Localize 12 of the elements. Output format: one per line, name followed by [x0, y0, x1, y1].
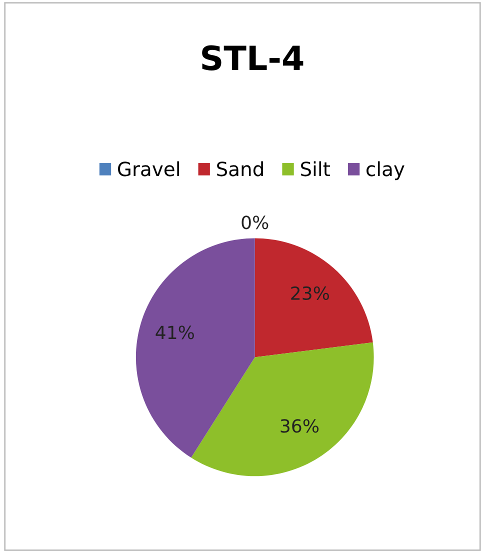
pie-slice — [136, 238, 255, 458]
data-label: 36% — [280, 419, 319, 433]
legend-label: Gravel — [118, 161, 179, 176]
legend-label: Silt — [300, 161, 330, 176]
legend-label: clay — [366, 161, 404, 180]
data-label: 41% — [156, 326, 194, 340]
data-label: 23% — [291, 286, 329, 300]
pie-slice — [191, 342, 374, 476]
pie-slice — [254, 238, 373, 358]
legend-label: Sand — [217, 161, 263, 176]
text: 0% — [242, 216, 268, 230]
chart-title: STL-4 — [202, 45, 304, 70]
